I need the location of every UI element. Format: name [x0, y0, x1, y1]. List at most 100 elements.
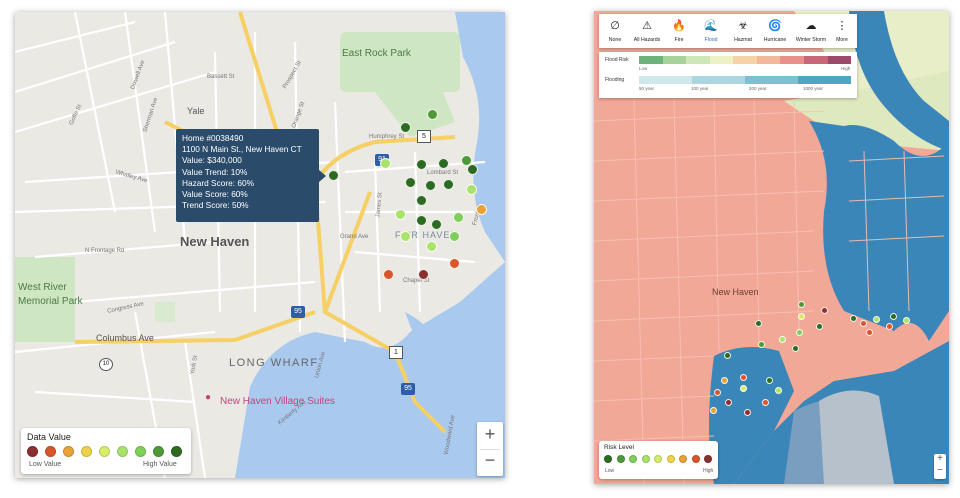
- map-pin[interactable]: [740, 385, 747, 392]
- map-pin[interactable]: [416, 215, 427, 226]
- home-tooltip: Home #0038490 1100 N Main St., New Haven…: [176, 129, 319, 222]
- tool-fire[interactable]: 🔥 Fire: [663, 14, 695, 48]
- legend-swatch: [616, 455, 625, 463]
- map-pin[interactable]: [466, 184, 477, 195]
- legend-swatch: [691, 455, 700, 463]
- legend-swatch: [171, 446, 182, 457]
- map-pin[interactable]: [779, 336, 786, 343]
- map-pin[interactable]: [866, 329, 873, 336]
- legend-swatch: [629, 455, 637, 463]
- tool-winter-storm[interactable]: ☁ Winter Storm: [793, 14, 829, 48]
- map-pin[interactable]: [395, 209, 406, 220]
- tool-all-hazards[interactable]: ⚠ All Hazards: [631, 14, 663, 48]
- map-pin[interactable]: [405, 177, 416, 188]
- map-pin[interactable]: [438, 158, 449, 169]
- zoom-in-button[interactable]: +: [484, 424, 496, 444]
- tool-all-hazards-label: All Hazards: [633, 37, 661, 43]
- scale-segment: [798, 76, 851, 84]
- map-pin[interactable]: [762, 399, 769, 406]
- n-frontage-rd-label: N Frontage Rd: [85, 248, 125, 254]
- tool-none[interactable]: ∅ None: [599, 14, 631, 48]
- map-pin[interactable]: [380, 158, 391, 169]
- legend-swatch: [654, 455, 662, 463]
- map-pin[interactable]: [461, 155, 472, 166]
- map-pin[interactable]: [873, 316, 880, 323]
- data-value-map[interactable]: East Rock Park Yale New Haven FAIR HAVEN…: [15, 12, 505, 478]
- legend-low-label: Low: [605, 468, 615, 474]
- map-pin[interactable]: [860, 320, 867, 327]
- map-pin[interactable]: [886, 323, 893, 330]
- map-pin[interactable]: [821, 307, 828, 314]
- more-icon: ⋮: [836, 20, 848, 32]
- map-pin[interactable]: [721, 377, 728, 384]
- map-pin[interactable]: [796, 329, 803, 336]
- map-pin[interactable]: [431, 219, 442, 230]
- map-pin[interactable]: [710, 407, 717, 414]
- legend-swatch: [704, 455, 712, 463]
- legend-low-label: Low Value: [29, 461, 62, 468]
- map-pin[interactable]: [903, 317, 910, 324]
- map-pin[interactable]: [758, 341, 765, 348]
- map-pin[interactable]: [798, 301, 805, 308]
- scale-segment: [780, 56, 804, 64]
- legend-swatch: [63, 446, 74, 457]
- tool-more[interactable]: ⋮ More: [829, 14, 855, 48]
- map-pin[interactable]: [740, 374, 747, 381]
- hazard-toolbar: ∅ None ⚠ All Hazards 🔥 Fire 🌊 Flood ☣ Ha…: [599, 14, 857, 48]
- tool-flood[interactable]: 🌊 Flood: [695, 14, 727, 48]
- scale-segment: [639, 76, 692, 84]
- memorial-park-label: Memorial Park: [18, 296, 83, 307]
- map-pin[interactable]: [443, 179, 454, 190]
- map-pin[interactable]: [725, 399, 732, 406]
- map-pin[interactable]: [400, 122, 411, 133]
- map-pin[interactable]: [816, 323, 823, 330]
- map-pin[interactable]: [744, 409, 751, 416]
- map-pin[interactable]: [416, 195, 427, 206]
- zoom-in-button[interactable]: +: [937, 453, 943, 464]
- map-pin[interactable]: [775, 387, 782, 394]
- map-pin[interactable]: [755, 320, 762, 327]
- map-pin[interactable]: [792, 345, 799, 352]
- map-pin[interactable]: [449, 258, 460, 269]
- legend-swatch: [153, 446, 164, 457]
- tool-hurricane[interactable]: 🌀 Hurricane: [759, 14, 791, 48]
- map-pin[interactable]: [328, 170, 339, 181]
- map-pin[interactable]: [890, 313, 897, 320]
- map-pin[interactable]: [383, 269, 394, 280]
- fire-icon: 🔥: [672, 20, 686, 32]
- zoom-out-button[interactable]: −: [484, 450, 496, 470]
- lombard-st-label: Lombard St: [427, 170, 459, 176]
- long-wharf-label: LONG WHARF: [229, 357, 319, 369]
- humphrey-st-label: Humphrey St: [369, 134, 405, 140]
- map-pin[interactable]: [427, 109, 438, 120]
- map-pin[interactable]: [426, 241, 437, 252]
- tooltip-value: Value: $340,000: [182, 155, 242, 166]
- map-pin[interactable]: [850, 315, 857, 322]
- flood-risk-map[interactable]: ∅ None ⚠ All Hazards 🔥 Fire 🌊 Flood ☣ Ha…: [594, 11, 949, 484]
- map-pin[interactable]: [453, 212, 464, 223]
- map-pin[interactable]: [724, 352, 731, 359]
- flood-risk-high: High: [841, 66, 851, 71]
- hazmat-icon: ☣: [738, 20, 748, 32]
- columbus-ave-label: Columbus Ave: [96, 333, 154, 343]
- map-pin[interactable]: [476, 204, 487, 215]
- map-pin[interactable]: [467, 164, 478, 175]
- flooding-tick-50: 50 year: [639, 86, 655, 91]
- map-pin[interactable]: [449, 231, 460, 242]
- zoom-out-button[interactable]: −: [937, 465, 943, 476]
- poi-pin-icon[interactable]: ●: [205, 392, 212, 403]
- tool-more-label: More: [836, 37, 848, 43]
- map-pin[interactable]: [418, 269, 429, 280]
- map-pin[interactable]: [714, 389, 721, 396]
- flood-risk-low: Low: [639, 66, 648, 71]
- tool-hazmat[interactable]: ☣ Hazmat: [727, 14, 759, 48]
- map-pin[interactable]: [798, 313, 805, 320]
- scale-segment: [686, 56, 710, 64]
- zoom-control: + −: [934, 453, 946, 479]
- map-pin[interactable]: [766, 377, 773, 384]
- map-pin[interactable]: [400, 231, 411, 242]
- tooltip-trend-score: Trend Score: 50%: [182, 200, 249, 211]
- risk-level-legend: Risk Level Low High: [599, 441, 718, 479]
- map-pin[interactable]: [425, 180, 436, 191]
- map-pin[interactable]: [416, 159, 427, 170]
